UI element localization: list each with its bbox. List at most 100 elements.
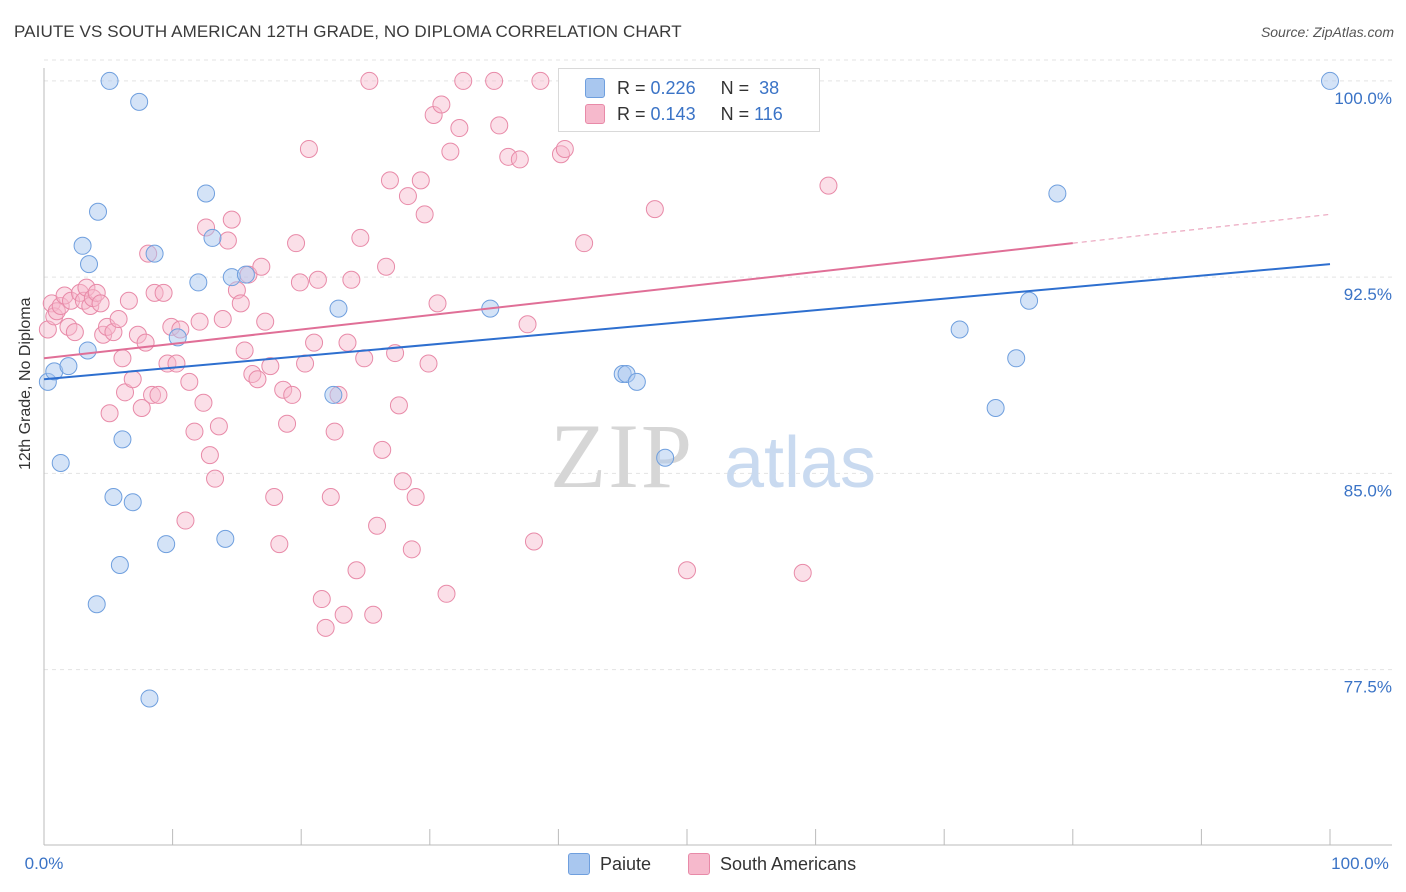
south-americans-point <box>51 296 70 315</box>
south-americans-point <box>128 325 147 344</box>
south-americans-point <box>274 380 293 399</box>
south-americans-point <box>194 393 213 412</box>
south-americans-point <box>283 385 302 404</box>
south-americans-point <box>415 205 434 224</box>
paiute-point <box>1321 71 1339 90</box>
south-americans-point <box>393 472 412 491</box>
south-americans-point <box>351 228 370 247</box>
south-americans-point <box>334 605 353 624</box>
south-americans-point <box>185 422 204 441</box>
paiute-point <box>627 372 646 391</box>
paiute-point <box>110 556 129 575</box>
paiute-trend-line <box>43 263 1331 381</box>
south-americans-point <box>305 333 324 352</box>
south-americans-point <box>373 440 392 459</box>
south-americans-point <box>299 139 318 158</box>
south-americans-point <box>176 511 195 530</box>
legend-n-paiute: 38 <box>759 77 780 98</box>
south-americans-trend-line <box>43 242 1073 360</box>
south-americans-point <box>338 333 357 352</box>
trend-lines <box>43 213 1331 381</box>
south-americans-point <box>149 385 168 404</box>
south-americans-point <box>222 210 241 229</box>
south-americans-point <box>119 291 138 310</box>
bottom-legend-swatch-south-americans <box>688 853 710 875</box>
paiute-point <box>1048 184 1067 203</box>
south-americans-point <box>109 310 128 329</box>
south-americans-point <box>645 200 664 219</box>
legend-n-label: N = <box>720 103 750 124</box>
bottom-legend-south-americans: South Americans <box>688 852 856 876</box>
bottom-legend-label-paiute: Paiute <box>600 853 652 874</box>
south-americans-point <box>524 532 543 551</box>
paiute-point <box>986 399 1005 418</box>
south-americans-point <box>325 422 344 441</box>
south-americans-point <box>368 516 387 535</box>
south-americans-point <box>45 307 64 326</box>
paiute-point <box>236 265 255 284</box>
south-americans-point <box>154 283 173 302</box>
south-americans-point <box>180 372 199 391</box>
legend-r-label: R = <box>617 103 646 124</box>
axes <box>43 68 1392 846</box>
south-americans-point <box>347 561 366 580</box>
legend-n-south-americans: 116 <box>754 103 783 124</box>
legend-n-label: N = <box>720 77 750 98</box>
south-americans-point <box>398 187 417 206</box>
paiute-point <box>59 357 78 376</box>
paiute-point <box>145 244 164 263</box>
south-americans-point <box>454 71 473 90</box>
south-americans-point <box>575 234 594 253</box>
paiute-point <box>87 595 106 614</box>
paiute-point <box>950 320 969 339</box>
paiute-point <box>78 341 97 360</box>
south-americans-point <box>206 469 225 488</box>
paiute-point <box>157 535 176 554</box>
south-americans-point <box>287 234 306 253</box>
south-americans-point <box>428 294 447 313</box>
paiute-point <box>73 236 92 255</box>
paiute-point <box>197 184 216 203</box>
south-americans-point <box>485 71 504 90</box>
south-americans-point <box>38 320 57 339</box>
x-tick-label: 0.0% <box>25 854 64 873</box>
paiute-point <box>168 328 187 347</box>
grid-lines <box>44 59 1392 671</box>
south-americans-point <box>243 365 262 383</box>
paiute-point <box>324 385 343 404</box>
south-americans-point <box>531 71 550 90</box>
south-americans-point <box>308 270 327 289</box>
south-americans-point <box>190 312 209 331</box>
paiute-point <box>80 255 99 274</box>
south-americans-point <box>518 315 537 334</box>
paiute-point <box>123 493 142 512</box>
south-americans-point <box>143 385 162 404</box>
y-tick-label: 100.0% <box>1334 89 1392 108</box>
south-americans-point <box>321 487 340 506</box>
paiute-point <box>89 202 108 221</box>
south-americans-point <box>342 270 361 289</box>
paiute-point <box>130 92 149 111</box>
south-americans-point <box>252 257 271 276</box>
south-americans-point <box>555 139 574 158</box>
legend-r-paiute: 0.226 <box>650 77 696 98</box>
south-americans-point <box>296 354 315 373</box>
watermark-atlas: atlas <box>724 423 876 503</box>
south-americans-point <box>360 71 379 90</box>
south-americans-point <box>406 487 425 506</box>
x-tick-labels: 0.0% 100.0% <box>25 854 1389 873</box>
legend-swatch-paiute <box>585 78 605 98</box>
stats-legend: R = 0.226 N = 38 R = 0.143 N = 116 <box>558 68 820 132</box>
south-americans-point <box>113 349 132 368</box>
south-americans-point <box>270 535 289 554</box>
south-americans-point <box>235 341 254 360</box>
south-americans-point <box>793 563 812 582</box>
paiute-point <box>216 529 235 548</box>
south-americans-point <box>213 310 232 329</box>
south-americans-point <box>355 349 374 368</box>
paiute-point <box>104 487 123 506</box>
south-americans-point <box>380 171 399 190</box>
south-americans-point <box>91 294 110 313</box>
paiute-points <box>38 71 1339 708</box>
